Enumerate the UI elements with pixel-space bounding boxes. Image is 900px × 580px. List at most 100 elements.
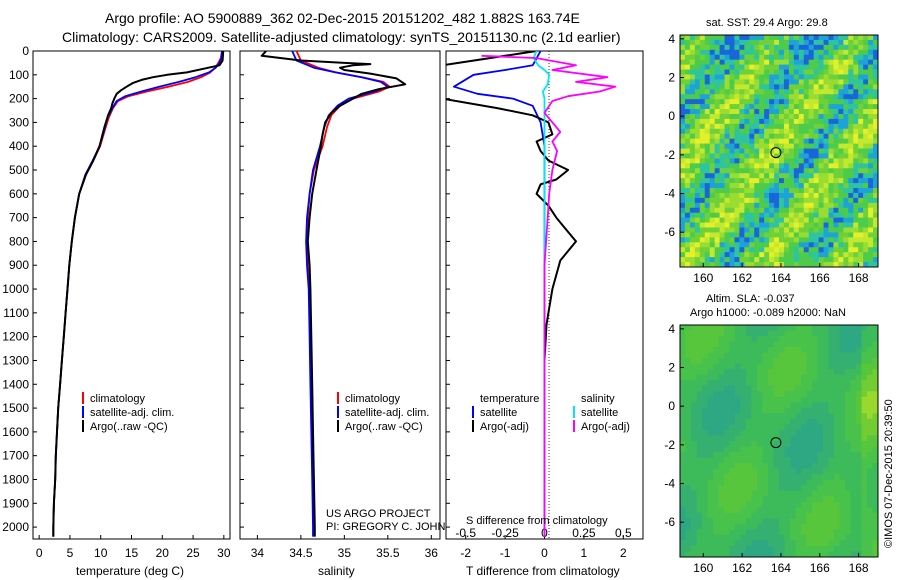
heatmap-cell (694, 35, 701, 41)
heatmap-cell (769, 222, 775, 228)
heatmap-cell (823, 330, 829, 337)
heatmap-cell (774, 188, 780, 194)
heatmap-cell (813, 89, 819, 95)
heatmap-cell (696, 407, 703, 414)
heatmap-cell (795, 363, 802, 370)
heatmap-cell (867, 501, 873, 508)
heatmap-cell (850, 529, 857, 536)
heatmap-cell (724, 463, 730, 470)
heatmap-cell (850, 490, 857, 497)
heatmap-cell (689, 262, 696, 268)
heatmap-cell (788, 192, 795, 199)
heatmap-cell (689, 227, 696, 233)
heatmap-cell (719, 257, 725, 263)
heatmap-cell (749, 178, 755, 184)
heatmap-cell (861, 446, 868, 453)
heatmap-cell (843, 49, 849, 56)
heatmap-cell (709, 44, 716, 51)
heatmap-cell (812, 429, 818, 436)
heatmap-cell (798, 168, 805, 174)
heatmap-cell (735, 490, 741, 497)
heatmap-cell (806, 407, 813, 414)
heatmap-cell (834, 352, 840, 359)
heatmap-cell (808, 49, 815, 56)
temperature-x-axis: 0 5 10 15 20 25 30 (36, 535, 231, 560)
heatmap-cell (783, 79, 790, 85)
heatmap-cell (867, 369, 873, 376)
heatmap-cell (685, 369, 692, 376)
heatmap-cell (744, 158, 750, 164)
heatmap-cell (839, 496, 846, 503)
heatmap-cell (735, 501, 741, 508)
heatmap-cell (788, 143, 795, 149)
heatmap-cell (739, 64, 745, 70)
heatmap-cell (714, 222, 720, 228)
heatmap-cell (707, 452, 714, 458)
heatmap-cell (817, 507, 824, 514)
heatmap-cell (833, 222, 839, 228)
heatmap-cell (724, 207, 730, 214)
heatmap-cell (694, 168, 701, 174)
heatmap-cell (858, 44, 864, 51)
heatmap-cell (784, 463, 791, 470)
heatmap-cell (850, 385, 857, 392)
heatmap-cell (801, 385, 807, 392)
heatmap-cell (691, 385, 697, 392)
salinity-axes-frame (239, 50, 441, 540)
heatmap-cell (848, 188, 854, 194)
heatmap-cell (685, 347, 692, 354)
heatmap-cell (843, 84, 849, 90)
heatmap-cell (838, 99, 844, 105)
heatmap-cell (680, 49, 686, 56)
heatmap-cell (704, 202, 711, 209)
heatmap-cell (680, 158, 686, 164)
heatmap-cell (793, 148, 800, 154)
heatmap-cell (684, 79, 691, 85)
heatmap-cell (850, 341, 857, 348)
heatmap-cell (833, 192, 839, 199)
heatmap-cell (873, 222, 879, 228)
heatmap-cell (724, 452, 730, 458)
heatmap-cell (719, 79, 725, 85)
heatmap-cell (757, 468, 763, 475)
heatmap-cell (783, 158, 790, 164)
heatmap-cell (718, 523, 725, 530)
heatmap-cell (774, 242, 780, 248)
heatmap-cell (754, 178, 760, 184)
heatmap-cell (746, 380, 752, 387)
heatmap-cell (856, 529, 862, 536)
heatmap-cell (729, 523, 736, 530)
heatmap-cell (719, 173, 725, 179)
heatmap-cell (762, 468, 769, 475)
heatmap-cell (699, 49, 706, 56)
heatmap-cell (783, 74, 790, 80)
heatmap-cell (762, 380, 769, 387)
heatmap-cell (783, 123, 790, 130)
heatmap-cell (779, 237, 785, 243)
heatmap-cell (707, 457, 714, 464)
heatmap-cell (779, 507, 785, 514)
heatmap-cell (707, 341, 714, 348)
heatmap-cell (798, 143, 805, 149)
heatmap-cell (823, 212, 829, 219)
heatmap-cell (685, 507, 692, 514)
heatmap-cell (817, 551, 824, 558)
y-tick-label: 200 (9, 92, 29, 106)
heatmap-cell (834, 358, 840, 365)
heatmap-cell (808, 178, 815, 184)
heatmap-cell (823, 153, 829, 159)
heatmap-cell (699, 227, 706, 233)
heatmap-cell (773, 407, 780, 414)
heatmap-cell (788, 94, 795, 100)
heatmap-cell (779, 138, 785, 144)
heatmap-cell (813, 222, 819, 228)
heatmap-cell (793, 138, 800, 144)
heatmap-cell (759, 158, 765, 164)
heatmap-cell (872, 518, 879, 525)
heatmap-cell (873, 252, 879, 258)
heatmap-cell (873, 109, 879, 115)
heatmap-cell (833, 143, 839, 149)
heatmap-cell (702, 518, 708, 525)
heatmap-cell (729, 217, 735, 223)
heatmap-cell (685, 534, 692, 541)
